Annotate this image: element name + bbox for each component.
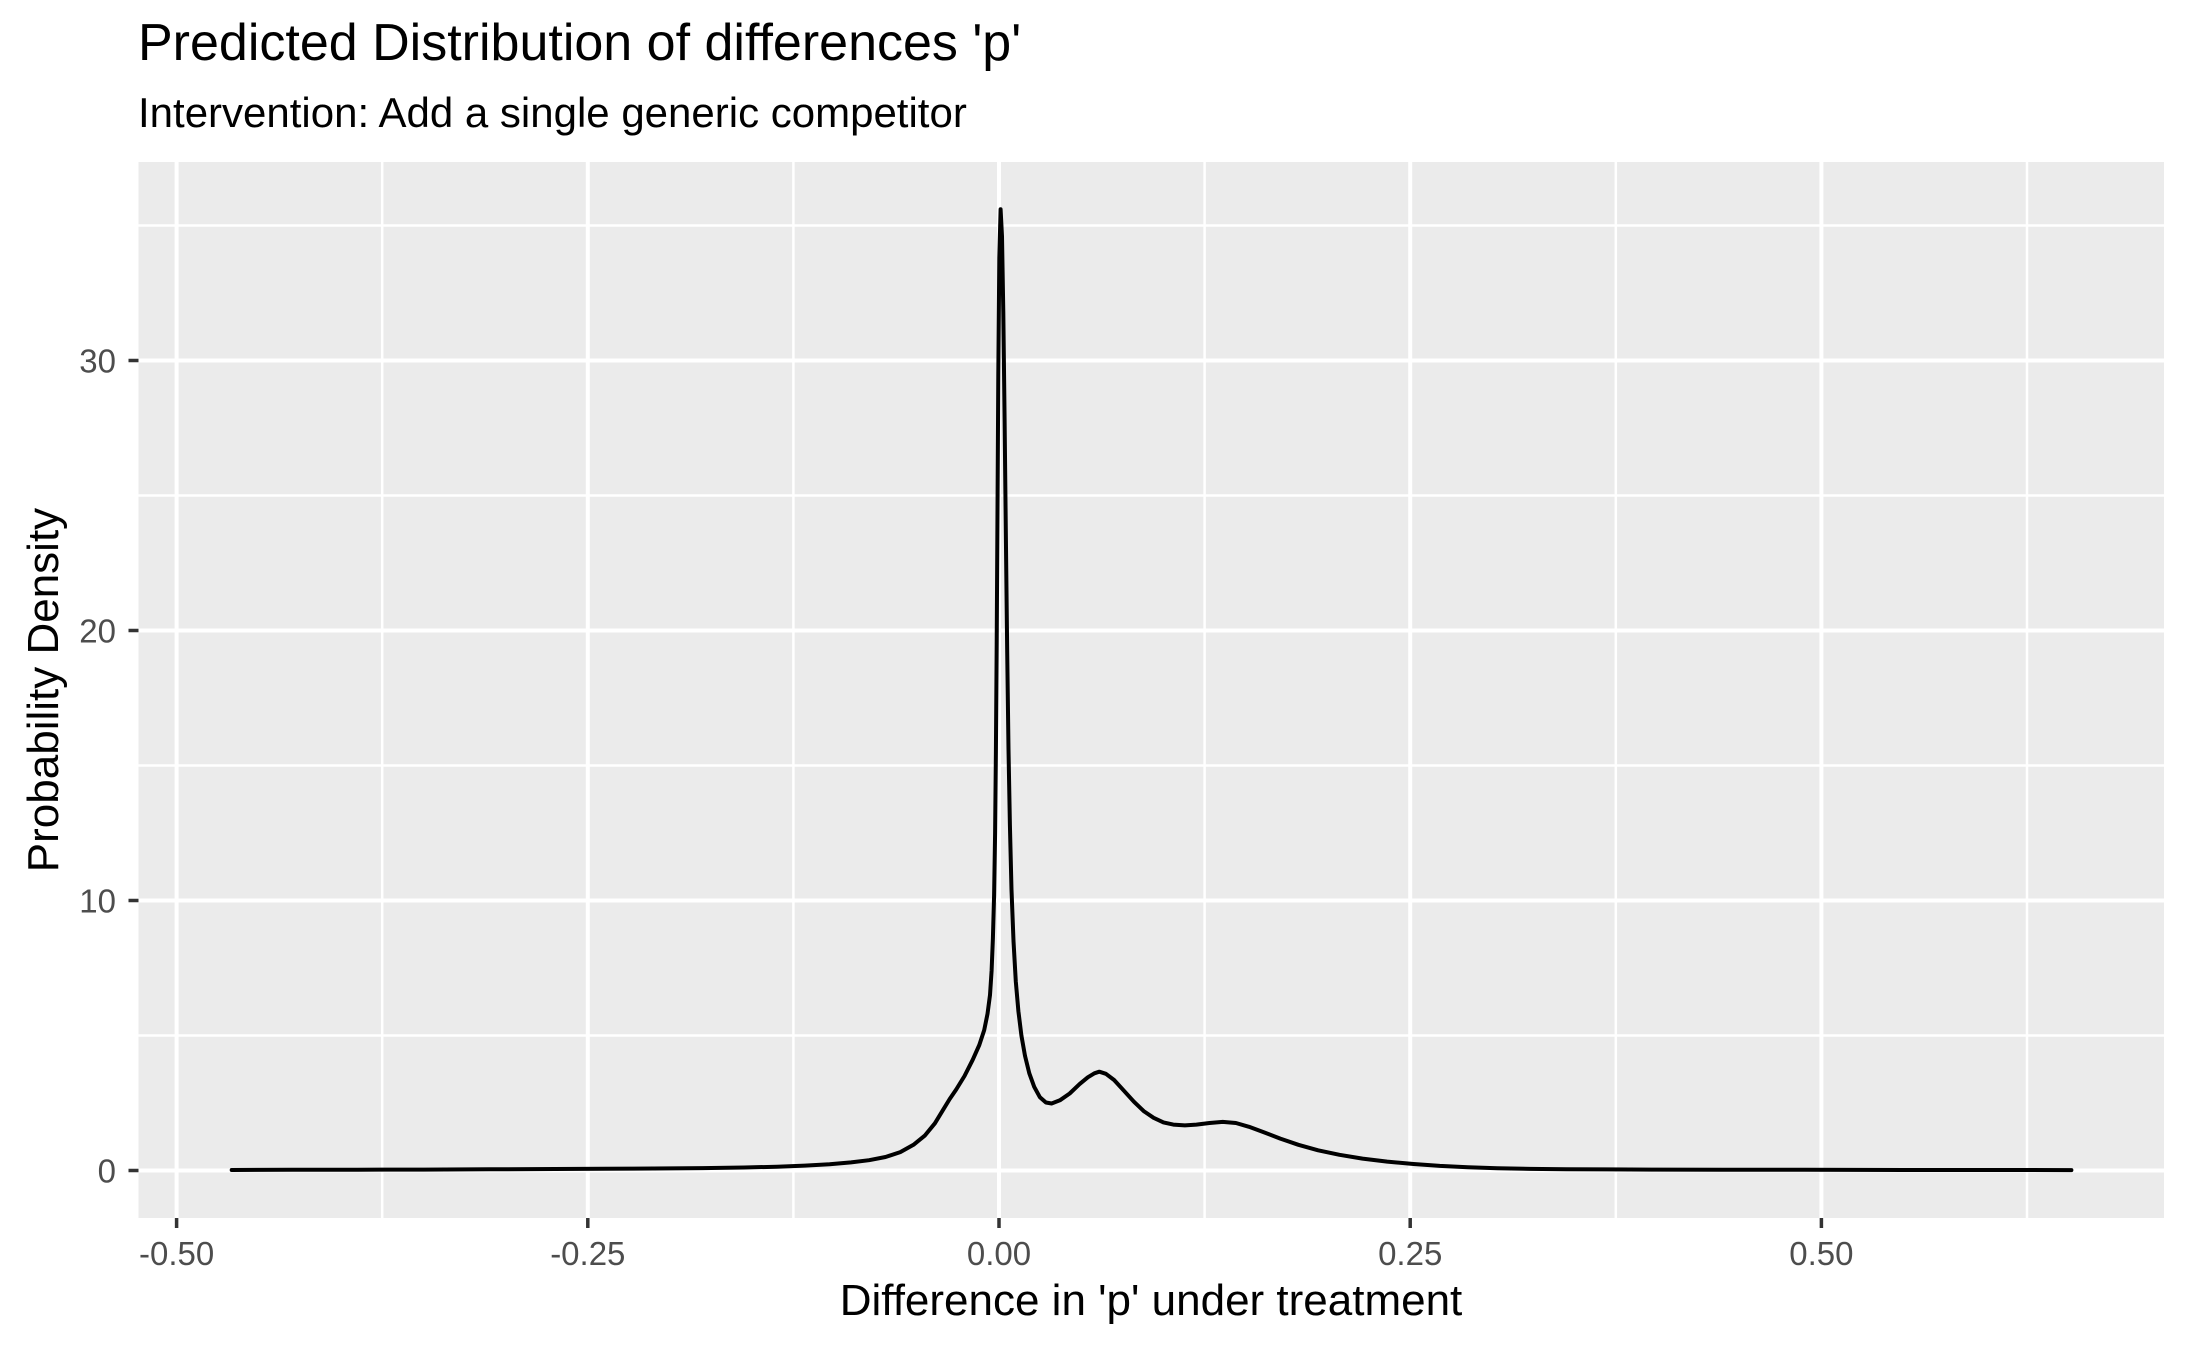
x-axis-title: Difference in 'p' under treatment <box>839 1276 1463 1325</box>
panel-background <box>138 162 2164 1218</box>
x-tick-label: 0.25 <box>1378 1235 1443 1272</box>
chart-title: Predicted Distribution of differences 'p… <box>138 14 1022 72</box>
density-curve <box>229 207 2074 1173</box>
x-tick-label: -0.25 <box>550 1235 626 1272</box>
x-tick-label: -0.50 <box>138 1235 215 1272</box>
y-tick-label: 20 <box>79 612 116 649</box>
chart-subtitle: Intervention: Add a single generic compe… <box>138 89 967 136</box>
y-tick-label: 10 <box>79 882 116 919</box>
x-tick-label: 0.50 <box>1789 1235 1854 1272</box>
y-axis-title: Probability Density <box>19 507 68 873</box>
y-tick-label: 0 <box>97 1152 116 1189</box>
x-tick-label: 0.00 <box>966 1235 1032 1272</box>
y-tick-label: 30 <box>79 342 116 379</box>
